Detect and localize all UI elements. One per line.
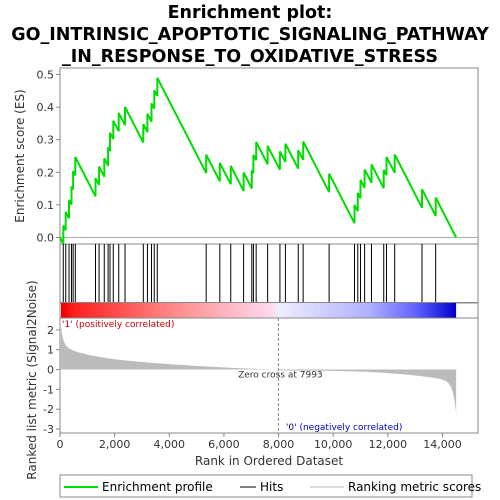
positive-correlation-label: '1' (positively correlated) [62, 320, 174, 330]
legend-label: Hits [260, 480, 283, 494]
metric-tick-label: 2 [47, 324, 54, 337]
x-tick-label: 2,000 [99, 438, 131, 451]
metric-y-ticks: 2 1 0 -1 -2 -3 [43, 324, 60, 436]
es-tick-label: 0.0 [37, 231, 55, 244]
x-tick-label: 0 [57, 438, 64, 451]
x-tick-label: 12,000 [369, 438, 408, 451]
title-line-2: GO_INTRINSIC_APOPTOTIC_SIGNALING_PATHWAY [11, 25, 489, 45]
x-axis-ticks: 0 2,000 4,000 6,000 8,000 10,000 12,000 14,000 [57, 433, 462, 451]
metric-tick-label: -1 [43, 383, 54, 396]
es-tick-label: 0.4 [37, 101, 55, 114]
es-y-axis-label: Enrichment score (ES) [13, 89, 27, 222]
es-tick-label: 0.5 [37, 69, 55, 82]
metric-panel-frame [59, 317, 479, 434]
es-tick-label: 0.1 [37, 199, 55, 212]
legend: Enrichment profile Hits Ranking metric sco… [64, 480, 481, 494]
title-line-1: Enrichment plot: [168, 3, 333, 23]
hits-panel-frame [59, 243, 479, 304]
hits-marks [62, 244, 437, 303]
negative-correlation-label: '0' (negatively correlated) [286, 423, 402, 433]
legend-label: Ranking metric scores [348, 480, 481, 494]
enrichment-profile-line [59, 77, 457, 245]
metric-tick-label: -2 [43, 403, 54, 416]
x-tick-label: 8,000 [263, 438, 295, 451]
title-line-3: _IN_RESPONSE_TO_OXIDATIVE_STRESS [62, 47, 438, 67]
metric-tick-label: 0 [47, 364, 54, 377]
es-y-ticks: 0.0 0.1 0.2 0.3 0.4 0.5 [37, 69, 60, 244]
legend-box [59, 474, 473, 498]
metric-tick-label: -3 [43, 423, 54, 436]
x-axis-label: Rank in Ordered Dataset [195, 454, 343, 468]
es-panel-frame [59, 67, 479, 245]
metric-tick-label: 1 [47, 344, 54, 357]
x-tick-label: 14,000 [423, 438, 462, 451]
metric-y-axis-label: Ranked list metric (Signal2Noise) [25, 280, 39, 479]
rank-color-bar [61, 303, 457, 318]
x-tick-label: 10,000 [314, 438, 353, 451]
x-tick-label: 6,000 [208, 438, 240, 451]
title: Enrichment plot: GO_INTRINSIC_APOPTOTIC_… [11, 3, 489, 67]
legend-label: Enrichment profile [102, 480, 213, 494]
x-tick-label: 4,000 [154, 438, 186, 451]
zero-cross-label: Zero cross at 7993 [238, 371, 323, 381]
es-tick-label: 0.3 [37, 134, 55, 147]
es-tick-label: 0.2 [37, 166, 55, 179]
